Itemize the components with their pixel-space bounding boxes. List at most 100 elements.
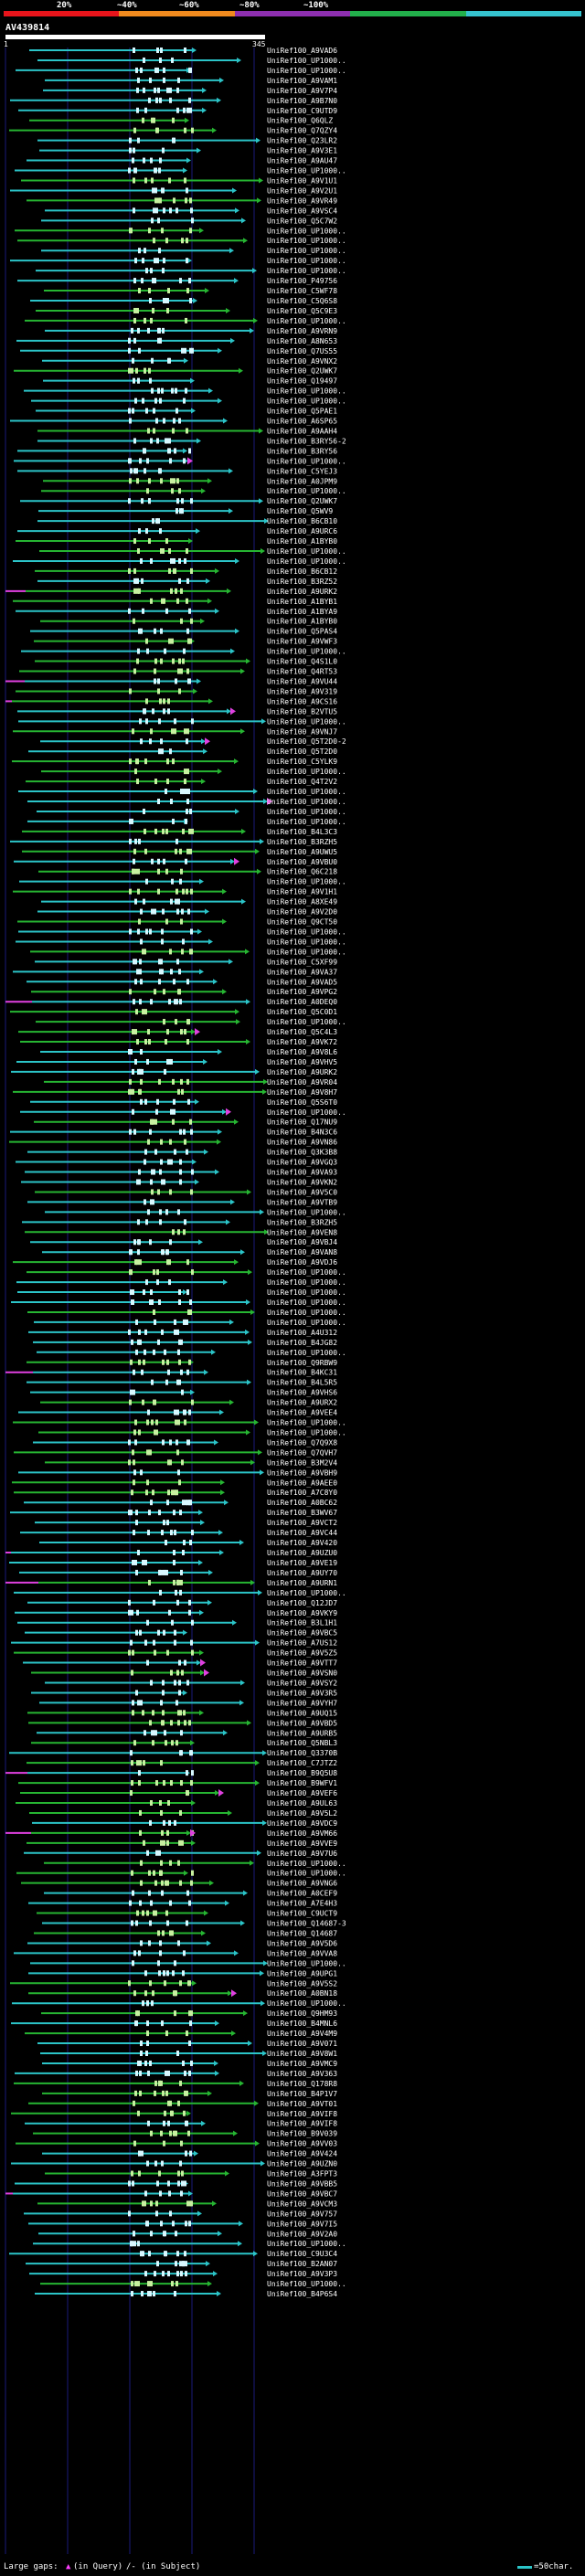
hit-label[interactable]: UniRef100_B3L1H1	[267, 1619, 337, 1627]
hit-label[interactable]: UniRef100_A9VHS6	[267, 1389, 337, 1397]
hit-label[interactable]: UniRef100_C7JTZ2	[267, 1759, 337, 1767]
hit-label[interactable]: UniRef100_A0DEQ0	[267, 998, 337, 1006]
hit-label[interactable]: UniRef100_UP1000..	[267, 768, 346, 776]
hit-label[interactable]: UniRef100_Q2UWK7	[267, 367, 337, 376]
hit-label[interactable]: UniRef100_A9VEN8	[267, 1228, 337, 1236]
hit-label[interactable]: UniRef100_Q5C9E3	[267, 307, 337, 315]
hit-label[interactable]: UniRef100_UP1000..	[267, 1299, 346, 1307]
hit-label[interactable]: UniRef100_A0CEF9	[267, 1890, 337, 1898]
hit-label[interactable]: UniRef100_A9URK2	[267, 1068, 337, 1076]
hit-label[interactable]: UniRef100_Q5T2D0-2	[267, 737, 346, 746]
hit-label[interactable]: UniRef100_UP1000..	[267, 788, 346, 796]
hit-label[interactable]: UniRef100_A9VR49	[267, 196, 337, 205]
hit-label[interactable]: UniRef100_A9V8H7	[267, 1088, 337, 1097]
hit-label[interactable]: UniRef100_UP1000..	[267, 928, 346, 936]
hit-label[interactable]: UniRef100_UP1000..	[267, 257, 346, 265]
hit-label[interactable]: UniRef100_A9V1H1	[267, 888, 337, 896]
hit-label[interactable]: UniRef100_C5YLK9	[267, 758, 337, 766]
hit-label[interactable]: UniRef100_A1BYB0	[267, 618, 337, 626]
hit-label[interactable]: UniRef100_A9V7U6	[267, 1850, 337, 1858]
hit-label[interactable]: UniRef100_Q5C4L3	[267, 1028, 337, 1036]
hit-label[interactable]: UniRef100_UP1000..	[267, 1018, 346, 1026]
hit-label[interactable]: UniRef100_UP1000..	[267, 1959, 346, 1967]
hit-label[interactable]: UniRef100_Q9RBW9	[267, 1359, 337, 1367]
hit-label[interactable]: UniRef100_UP1000..	[267, 557, 346, 566]
hit-label[interactable]: UniRef100_A9VEF6	[267, 1789, 337, 1797]
hit-label[interactable]: UniRef100_Q9CT50	[267, 918, 337, 927]
hit-label[interactable]: UniRef100_UP1000..	[267, 57, 346, 65]
hit-label[interactable]: UniRef100_A9VCT2	[267, 1519, 337, 1527]
hit-label[interactable]: UniRef100_B3RZH5	[267, 838, 337, 846]
hit-label[interactable]: UniRef100_A9VN86	[267, 1139, 337, 1147]
hit-label[interactable]: UniRef100_Q14687	[267, 1929, 337, 1937]
hit-label[interactable]: UniRef100_A9VBU0	[267, 858, 337, 866]
hit-label[interactable]: UniRef100_UP1000..	[267, 878, 346, 886]
hit-label[interactable]: UniRef100_A9V363	[267, 2070, 337, 2078]
hit-label[interactable]: UniRef100_C9U3C4	[267, 2250, 337, 2258]
hit-label[interactable]: UniRef100_A9VK72	[267, 1038, 337, 1046]
hit-label[interactable]: UniRef100_A9URN1	[267, 1579, 337, 1587]
hit-label[interactable]: UniRef100_A9V2U1	[267, 186, 337, 195]
hit-label[interactable]: UniRef100_A8XE49	[267, 898, 337, 906]
hit-label[interactable]: UniRef100_Q5C7W2	[267, 217, 337, 225]
hit-label[interactable]: UniRef100_B2AN07	[267, 2260, 337, 2268]
hit-label[interactable]: UniRef100_A9UZU0	[267, 1549, 337, 1557]
hit-label[interactable]: UniRef100_Q3K3B8	[267, 1149, 337, 1157]
hit-label[interactable]: UniRef100_UP1000..	[267, 67, 346, 75]
hit-label[interactable]: UniRef100_UP1000..	[267, 1108, 346, 1117]
hit-label[interactable]: UniRef100_A9VC44	[267, 1529, 337, 1537]
hit-label[interactable]: UniRef100_UP1000..	[267, 398, 346, 406]
hit-label[interactable]: UniRef100_Q7QVH7	[267, 1448, 337, 1457]
hit-label[interactable]: UniRef100_Q14687-3	[267, 1920, 346, 1928]
hit-label[interactable]: UniRef100_A9VWF3	[267, 638, 337, 646]
hit-label[interactable]: UniRef100_A9VHV5	[267, 1058, 337, 1066]
hit-label[interactable]: UniRef100_Q7Q9X8	[267, 1438, 337, 1447]
hit-label[interactable]: UniRef100_C5XF99	[267, 958, 337, 966]
hit-label[interactable]: UniRef100_A9UZN0	[267, 2160, 337, 2168]
hit-label[interactable]: UniRef100_Q4T2V2	[267, 778, 337, 786]
hit-label[interactable]: UniRef100_Q6QLZ	[267, 117, 333, 125]
hit-label[interactable]: UniRef100_A9VV03	[267, 2140, 337, 2148]
hit-label[interactable]: UniRef100_UP1000..	[267, 237, 346, 245]
hit-label[interactable]: UniRef100_A7E4H3	[267, 1900, 337, 1908]
hit-label[interactable]: UniRef100_UP1000..	[267, 818, 346, 826]
hit-label[interactable]: UniRef100_UP1000..	[267, 1208, 346, 1216]
hit-label[interactable]: UniRef100_A9UQ15	[267, 1709, 337, 1717]
hit-label[interactable]: UniRef100_A9VBJ4	[267, 1238, 337, 1246]
hit-label[interactable]: UniRef100_Q5C0D1	[267, 1008, 337, 1016]
hit-label[interactable]: UniRef100_A9V2D0	[267, 908, 337, 917]
hit-label[interactable]: UniRef100_A9URX2	[267, 1399, 337, 1407]
hit-label[interactable]: UniRef100_B3RZ52	[267, 578, 337, 586]
hit-label[interactable]: UniRef100_A9VTB9	[267, 1198, 337, 1206]
hit-label[interactable]: UniRef100_Q4RT53	[267, 668, 337, 676]
hit-label[interactable]: UniRef100_A9V5S2	[267, 1979, 337, 1988]
hit-label[interactable]: UniRef100_A9VDC9	[267, 1819, 337, 1828]
hit-label[interactable]: UniRef100_B4MNL6	[267, 2019, 337, 2028]
hit-label[interactable]: UniRef100_UP1000..	[267, 167, 346, 175]
hit-label[interactable]: UniRef100_A9VRN9	[267, 327, 337, 335]
hit-label[interactable]: UniRef100_A9VAD5	[267, 978, 337, 986]
hit-label[interactable]: UniRef100_A9VBC7	[267, 2189, 337, 2198]
hit-label[interactable]: UniRef100_A9VBH9	[267, 1468, 337, 1477]
hit-label[interactable]: UniRef100_UP1000..	[267, 1999, 346, 2008]
hit-label[interactable]: UniRef100_B6CB10	[267, 517, 337, 525]
hit-label[interactable]: UniRef100_B4JG82	[267, 1339, 337, 1347]
hit-label[interactable]: UniRef100_UP1000..	[267, 2280, 346, 2288]
hit-label[interactable]: UniRef100_A9V8L6	[267, 1048, 337, 1056]
hit-label[interactable]: UniRef100_Q5WV9	[267, 507, 333, 515]
hit-label[interactable]: UniRef100_UP1000..	[267, 227, 346, 235]
hit-label[interactable]: UniRef100_A8N653	[267, 337, 337, 345]
hit-label[interactable]: UniRef100_A9V071	[267, 2040, 337, 2048]
hit-label[interactable]: UniRef100_UP1000..	[267, 1428, 346, 1436]
hit-label[interactable]: UniRef100_Q5T2D0	[267, 747, 337, 756]
hit-label[interactable]: UniRef100_B4L3C3	[267, 828, 337, 836]
hit-label[interactable]: UniRef100_UP1000..	[267, 798, 346, 806]
hit-label[interactable]: UniRef100_C5Q6S8	[267, 297, 337, 305]
hit-label[interactable]: UniRef100_B4P6S4	[267, 2290, 337, 2298]
hit-label[interactable]: UniRef100_B4P1V7	[267, 2090, 337, 2098]
hit-label[interactable]: UniRef100_A0BC62	[267, 1499, 337, 1507]
hit-label[interactable]: UniRef100_B6CB12	[267, 567, 337, 576]
hit-label[interactable]: UniRef100_UP1000..	[267, 387, 346, 396]
hit-label[interactable]: UniRef100_C9UCT9	[267, 1910, 337, 1918]
hit-label[interactable]: UniRef100_UP1000..	[267, 457, 346, 465]
